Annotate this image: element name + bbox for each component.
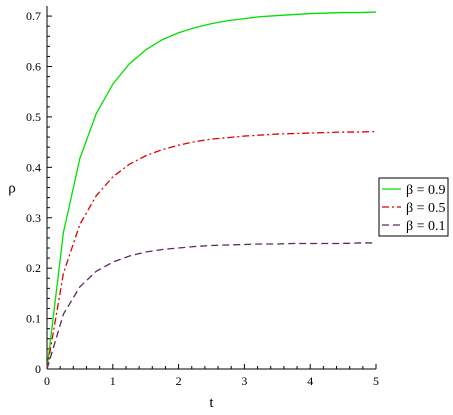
- y-tick-label: 0.5: [26, 110, 41, 124]
- y-tick-label: 0.7: [26, 9, 41, 23]
- x-tick-label: 5: [373, 374, 379, 388]
- y-tick-label: 0.1: [26, 312, 41, 326]
- series-line-2: [46, 130, 377, 370]
- y-tick-label: 0.3: [26, 211, 41, 225]
- legend: β = 0.9 β = 0.5 β = 0.1: [378, 177, 449, 237]
- series-line-1: [46, 11, 377, 370]
- legend-label-2: β = 0.5: [406, 201, 446, 216]
- series-layer: [46, 11, 377, 370]
- legend-box: [378, 177, 449, 237]
- y-tick-label: 0.4: [26, 160, 41, 174]
- series-line-3: [46, 242, 376, 370]
- y-axis-label: ρ: [8, 181, 16, 197]
- legend-label-3: β = 0.1: [406, 219, 446, 234]
- x-tick-label: 4: [307, 374, 313, 388]
- x-tick-label: 0: [44, 374, 50, 388]
- x-axis-label: t: [209, 395, 214, 411]
- axes: [46, 6, 376, 370]
- y-tick-label: 0.6: [26, 60, 41, 74]
- legend-label-1: β = 0.9: [406, 183, 446, 198]
- x-tick-label: 3: [241, 374, 247, 388]
- x-tick-label: 1: [110, 374, 116, 388]
- y-tick-label: 0: [35, 362, 41, 376]
- y-ticks: 0 0.1 0.2 0.3 0.4 0.5 0.6 0.7: [26, 9, 52, 376]
- x-tick-label: 2: [176, 374, 182, 388]
- y-tick-label: 0.2: [26, 261, 41, 275]
- x-ticks: 0 1 2 3 4 5: [44, 364, 379, 388]
